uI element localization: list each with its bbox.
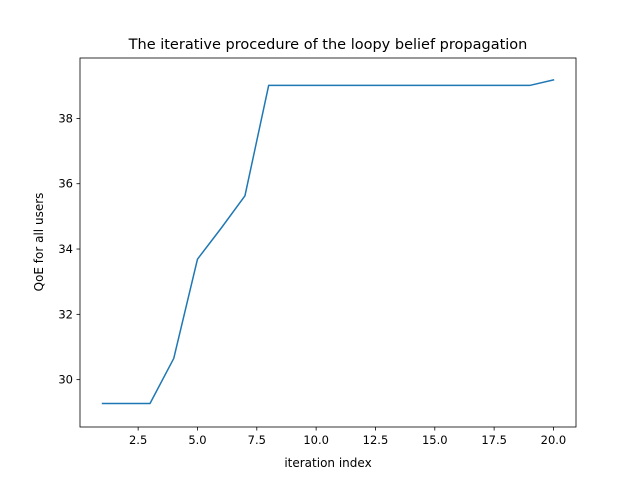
x-tick-label: 2.5: [129, 433, 147, 447]
x-axis-label: iteration index: [284, 456, 371, 470]
x-tick-label: 7.5: [248, 433, 266, 447]
plot-area: [79, 57, 577, 428]
chart-title: The iterative procedure of the loopy bel…: [128, 37, 528, 53]
series-line-0: [101, 78, 555, 405]
y-tick-label: 34: [58, 242, 73, 256]
x-tick-label: 15.0: [422, 433, 448, 447]
y-tick-label: 38: [58, 111, 73, 125]
x-tick-label: 20.0: [541, 433, 567, 447]
y-axis-label: QoE for all users: [32, 193, 46, 292]
y-tick-label: 32: [58, 307, 73, 321]
y-tick-label: 30: [58, 373, 73, 387]
x-tick-label: 5.0: [188, 433, 206, 447]
plot-frame: [79, 57, 577, 428]
x-tick-label: 10.0: [303, 433, 329, 447]
x-tick-label: 12.5: [363, 433, 389, 447]
y-tick-label: 36: [58, 177, 73, 191]
axis-ticks: 2.5 5.0 7.5 10.0 12.5 15.0 17.5 20.0 30 32 34 36 38: [58, 111, 566, 447]
x-tick-label: 17.5: [481, 433, 507, 447]
